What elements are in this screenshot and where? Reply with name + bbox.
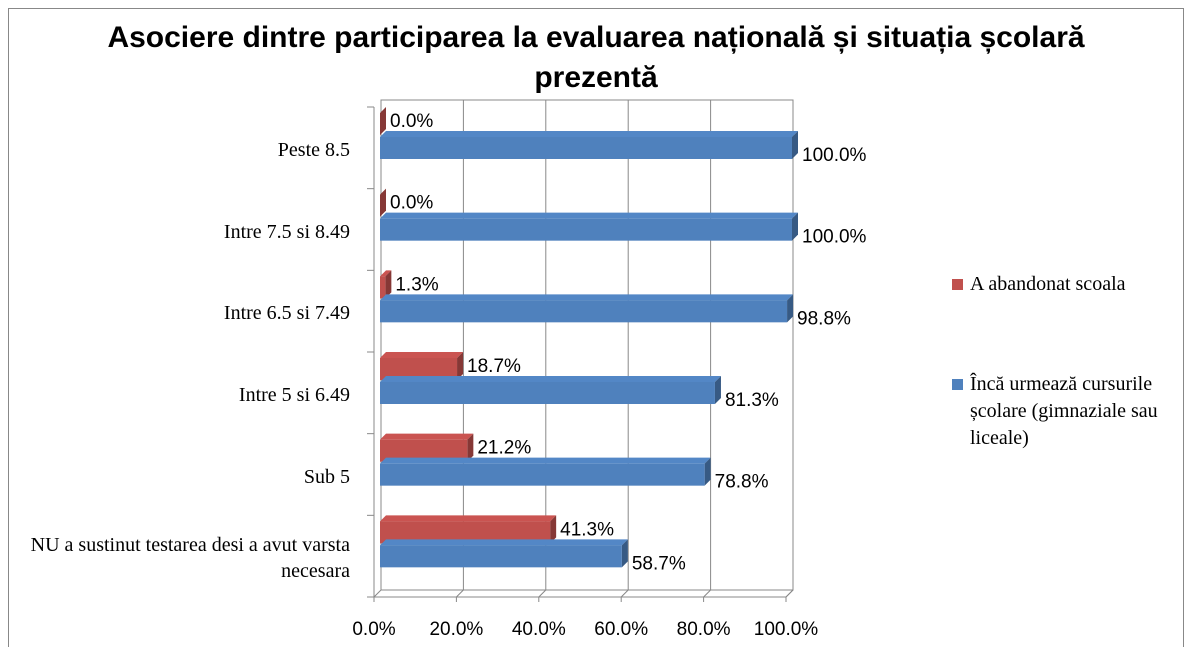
bar-top: [380, 457, 711, 464]
grid-line-floor: [785, 589, 794, 598]
bar: [380, 294, 794, 323]
data-label: 0.0%: [390, 193, 433, 214]
legend-label: A abandonat scoala: [970, 273, 1126, 295]
bar-side: [621, 539, 628, 568]
bar-side: [457, 352, 464, 380]
grid-line-floor: [620, 589, 629, 598]
legend-swatch: [952, 379, 963, 390]
data-label: 58.7%: [632, 553, 686, 574]
bar-front: [380, 463, 705, 486]
bar-side: [550, 515, 557, 544]
bar-side: [467, 433, 474, 462]
bar: [380, 515, 557, 544]
bar: [380, 270, 392, 299]
bar-front: [380, 439, 468, 462]
x-tick-label: 80.0%: [677, 619, 731, 640]
chart-title: Asociere dintre participarea la evaluare…: [107, 21, 1085, 94]
y-tick-label: Sub 5: [303, 465, 350, 488]
y-tick-label: Peste 8.5: [277, 138, 350, 161]
bar-side: [385, 270, 392, 299]
bar-side: [380, 107, 386, 135]
bar-top: [380, 294, 794, 301]
data-label: 78.8%: [715, 472, 769, 493]
grid-line-floor: [703, 589, 711, 598]
bar: [380, 131, 798, 159]
bar: [380, 376, 721, 404]
bar-front: [380, 218, 792, 241]
bar-top: [380, 539, 628, 546]
bar-top: [380, 270, 392, 277]
data-label: 41.3%: [560, 519, 614, 540]
y-tick-label: Intre 6.5 si 7.49: [223, 302, 350, 325]
y-tick-label: NU a sustinut testarea desi a avut varst…: [30, 534, 350, 583]
bar: [380, 188, 386, 217]
bar: [380, 457, 711, 486]
legend-swatch: [952, 279, 963, 290]
bar-side: [714, 376, 721, 404]
data-label: 98.8%: [797, 308, 851, 329]
bar-front: [380, 276, 386, 299]
data-label: 100.0%: [802, 227, 867, 248]
bar-top: [380, 376, 721, 382]
bar-side: [787, 294, 794, 323]
bar-top: [380, 515, 557, 522]
y-tick-label: Intre 7.5 si 8.49: [223, 220, 350, 243]
x-tick-label: 40.0%: [512, 619, 566, 640]
bar: [380, 539, 628, 568]
bar-top: [380, 352, 464, 358]
data-label: 18.7%: [467, 356, 521, 377]
chart-border: [8, 8, 1184, 647]
bar-front: [380, 137, 792, 159]
bar-front: [380, 382, 715, 404]
data-label: 21.2%: [477, 438, 531, 459]
bar: [380, 107, 386, 135]
bar-top: [380, 131, 798, 137]
bar-front: [380, 358, 458, 380]
data-label: 0.0%: [390, 111, 433, 132]
x-tick-label: 0.0%: [352, 619, 395, 640]
legend-label: Încă urmează cursurile școlare (gimnazia…: [970, 373, 1158, 449]
bar: [380, 212, 798, 241]
x-tick-label: 100.0%: [754, 619, 819, 640]
y-tick-label: Intre 5 si 6.49: [238, 383, 350, 406]
bar-side: [792, 131, 798, 159]
bar: [380, 433, 474, 462]
bar-side: [792, 212, 798, 241]
grid-line-floor: [373, 589, 382, 598]
grid-line-floor: [538, 589, 547, 598]
bar-side: [704, 457, 711, 486]
bar-front: [380, 521, 551, 544]
x-tick-label: 60.0%: [594, 619, 648, 640]
bar-side: [380, 188, 386, 217]
bar-front: [380, 545, 622, 568]
bar-front: [380, 300, 788, 323]
x-tick-label: 20.0%: [429, 619, 483, 640]
data-label: 1.3%: [395, 274, 438, 295]
data-label: 81.3%: [725, 390, 779, 411]
bar: [380, 352, 464, 380]
bar-top: [380, 433, 474, 440]
data-label: 100.0%: [802, 145, 867, 166]
grid-line-floor: [456, 589, 464, 598]
bar-top: [380, 212, 798, 219]
